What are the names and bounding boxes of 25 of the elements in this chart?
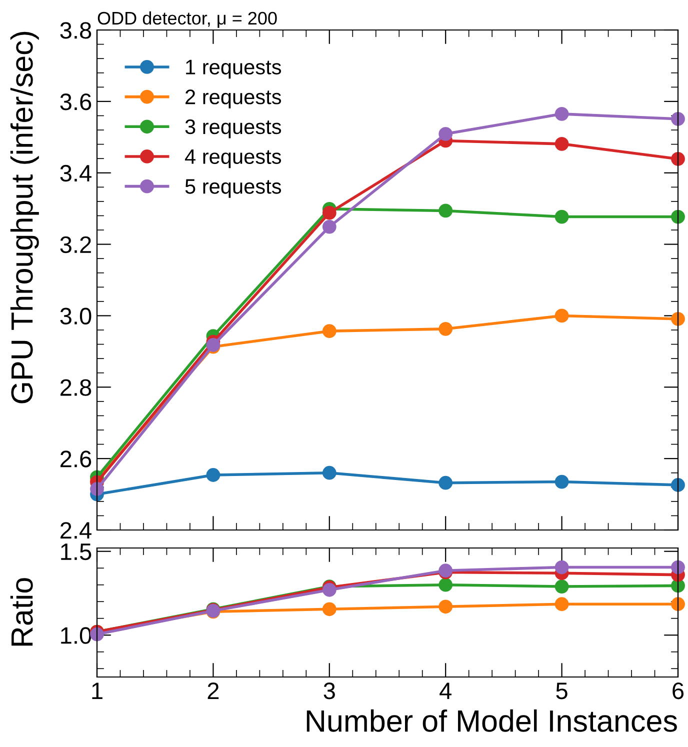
y-axis-title: GPU Throughput (infer/sec) bbox=[10, 32, 39, 404]
legend-label: 4 requests bbox=[184, 149, 282, 168]
y-axis-title: Ratio bbox=[10, 578, 33, 646]
legend-label: 3 requests bbox=[185, 119, 282, 138]
y-tick-label: 2.8 bbox=[60, 379, 92, 396]
x-tick-label: 4 bbox=[440, 682, 452, 699]
chart-title: ODD detector, μ = 200 bbox=[98, 11, 277, 28]
x-tick-label: 1 bbox=[92, 682, 102, 699]
y-tick-label: 3.2 bbox=[60, 236, 91, 254]
y-tick-label: 3.8 bbox=[60, 22, 92, 39]
x-tick-label: 2 bbox=[208, 682, 219, 699]
x-axis-title: Number of Model Instances bbox=[306, 709, 677, 732]
y-tick-label: 3.6 bbox=[60, 93, 92, 110]
y-tick-label: 2.6 bbox=[60, 450, 92, 468]
legend-label: 1 requests bbox=[186, 60, 282, 79]
y-tick-label: 1.0 bbox=[61, 627, 92, 644]
x-tick-label: 5 bbox=[556, 682, 568, 700]
y-tick-label: 3.4 bbox=[60, 164, 92, 182]
legend-label: 5 requests bbox=[185, 179, 282, 198]
x-tick-label: 3 bbox=[324, 682, 335, 700]
legend-label: 2 requests bbox=[186, 90, 282, 108]
y-tick-label: 1.5 bbox=[61, 544, 92, 560]
y-tick-label: 3.0 bbox=[60, 308, 92, 324]
y-tick-label: 2.4 bbox=[60, 522, 92, 539]
x-tick-label: 6 bbox=[672, 682, 684, 700]
